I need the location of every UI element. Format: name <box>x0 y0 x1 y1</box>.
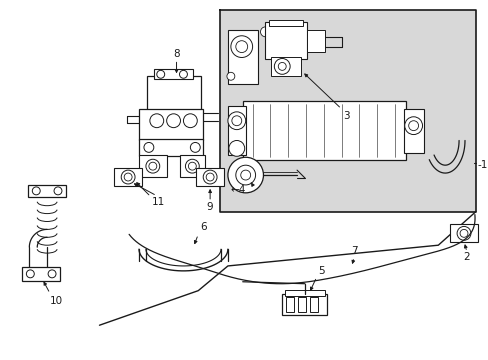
Circle shape <box>26 270 34 278</box>
Bar <box>227 30 257 84</box>
Bar <box>139 155 166 177</box>
Circle shape <box>228 140 244 156</box>
Circle shape <box>456 226 470 240</box>
Bar <box>271 57 301 76</box>
Bar <box>309 297 317 312</box>
Circle shape <box>235 41 247 53</box>
Bar <box>139 139 203 156</box>
Bar <box>28 185 66 197</box>
Circle shape <box>149 114 163 128</box>
Text: 7: 7 <box>350 246 357 256</box>
Bar <box>227 106 245 155</box>
Circle shape <box>227 157 263 193</box>
Bar <box>306 30 324 51</box>
Circle shape <box>459 229 467 237</box>
Circle shape <box>203 170 217 184</box>
Bar <box>180 155 205 177</box>
Circle shape <box>408 121 418 131</box>
Text: 9: 9 <box>206 202 213 212</box>
Circle shape <box>226 72 234 80</box>
Circle shape <box>231 116 241 126</box>
Bar <box>298 297 305 312</box>
Circle shape <box>278 62 285 70</box>
Circle shape <box>404 117 422 135</box>
Text: 8: 8 <box>173 49 180 59</box>
Circle shape <box>48 270 56 278</box>
Bar <box>242 101 405 160</box>
Bar <box>282 294 326 315</box>
Circle shape <box>230 36 252 58</box>
Bar <box>114 168 142 186</box>
Text: 10: 10 <box>49 296 62 306</box>
Bar <box>22 267 60 281</box>
Circle shape <box>188 162 196 170</box>
Bar <box>285 297 293 312</box>
Bar <box>449 224 477 242</box>
Bar <box>403 109 423 153</box>
Bar <box>196 168 224 186</box>
Text: -1: -1 <box>477 160 487 170</box>
Text: 2: 2 <box>463 252 469 262</box>
Text: ←4: ←4 <box>230 185 245 195</box>
Circle shape <box>145 159 160 173</box>
Circle shape <box>240 170 250 180</box>
Circle shape <box>179 70 187 78</box>
Bar <box>269 20 303 26</box>
Circle shape <box>143 143 154 152</box>
Circle shape <box>227 112 245 130</box>
Circle shape <box>206 173 214 181</box>
Circle shape <box>121 170 135 184</box>
Circle shape <box>166 114 180 128</box>
Circle shape <box>157 70 164 78</box>
Bar <box>285 290 324 296</box>
Circle shape <box>124 173 132 181</box>
Circle shape <box>274 58 289 74</box>
Bar <box>265 22 306 59</box>
Circle shape <box>235 165 255 185</box>
Text: 3: 3 <box>343 111 349 121</box>
Circle shape <box>185 159 199 173</box>
Circle shape <box>190 143 200 152</box>
Text: 6: 6 <box>200 222 206 233</box>
Circle shape <box>183 114 197 128</box>
Text: 11: 11 <box>152 197 165 207</box>
Bar <box>146 76 201 111</box>
Circle shape <box>32 187 40 195</box>
Circle shape <box>148 162 157 170</box>
Bar <box>154 69 193 79</box>
Bar <box>139 109 203 140</box>
Circle shape <box>54 187 62 195</box>
Text: 5: 5 <box>318 266 325 276</box>
Polygon shape <box>220 10 475 212</box>
Circle shape <box>260 27 270 37</box>
